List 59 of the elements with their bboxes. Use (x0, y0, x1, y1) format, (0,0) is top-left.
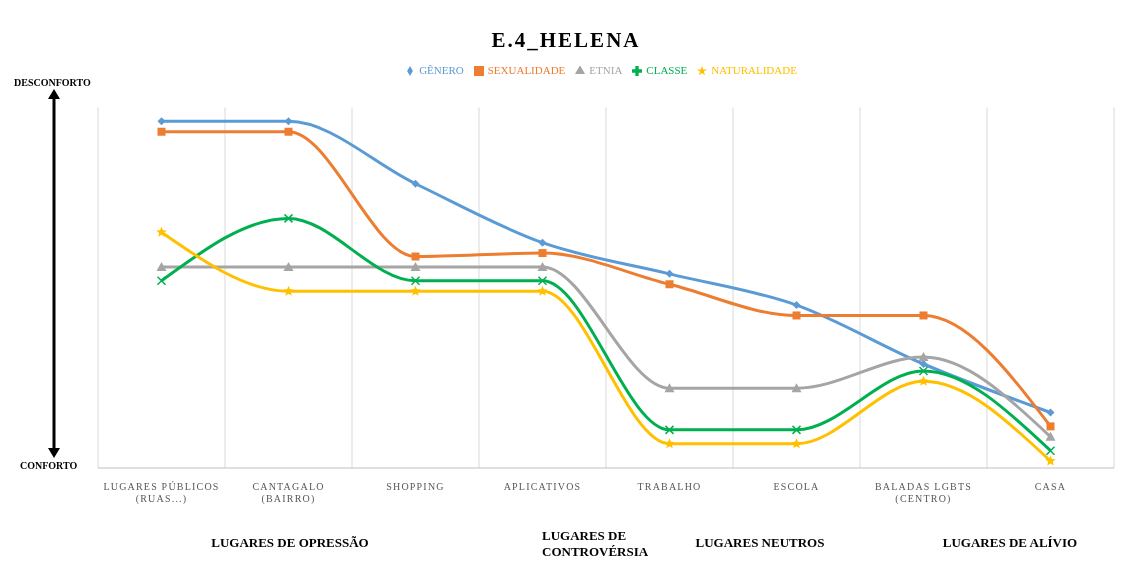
point (664, 383, 675, 393)
point (410, 276, 421, 286)
point (156, 261, 167, 271)
point (538, 249, 547, 258)
point (284, 127, 293, 136)
legend-label: NATURALIDADE (711, 64, 797, 76)
text: LUGARES DE ALÍVIO (941, 535, 1079, 551)
point (1045, 455, 1056, 466)
point (665, 269, 674, 278)
point (157, 127, 166, 136)
point (156, 226, 167, 237)
point (537, 261, 548, 271)
x-tick-label: SHOPPING (386, 481, 445, 492)
text: LUGARES NEUTROS (694, 535, 826, 551)
x-tick-label: APLICATIVOS (503, 481, 582, 492)
x-tick-label: CANTAGALO (BAIRRO) (252, 481, 325, 505)
point (410, 261, 421, 271)
point (919, 311, 928, 320)
point (918, 366, 929, 376)
point (537, 276, 548, 286)
point (1045, 445, 1056, 456)
point (1045, 431, 1056, 441)
point (537, 285, 548, 296)
point (411, 179, 420, 188)
point (665, 280, 674, 289)
legend-label: CLASSE (646, 64, 688, 76)
text: DESCONFORTO (14, 77, 91, 88)
point (538, 238, 547, 247)
point (792, 311, 801, 320)
x-tick-label: BALADAS LGBTS (CENTRO) (875, 481, 972, 505)
x-tick-label: TRABALHO (637, 481, 702, 492)
text: LUGARES DE CONTROVÉRSIA (542, 528, 650, 560)
point (1046, 408, 1055, 417)
point (918, 352, 929, 362)
point (664, 425, 675, 435)
point (411, 252, 420, 261)
point (664, 438, 675, 449)
point (283, 261, 294, 271)
point (791, 383, 802, 393)
point (410, 285, 421, 296)
point (283, 285, 294, 296)
x-tick-label: CASA (1034, 481, 1067, 492)
point (156, 276, 167, 286)
point (1046, 422, 1055, 431)
legend-label: ETNIA (589, 64, 623, 76)
legend-label: SEXUALIDADE (487, 64, 566, 76)
x-tick-label: LUGARES PÚBLICOS (RUAS...) (103, 481, 220, 505)
text: LUGARES DE OPRESSÃO (210, 535, 370, 551)
legend-label: GÊNERO (419, 64, 464, 76)
point (919, 360, 928, 368)
point (283, 213, 294, 224)
point (791, 438, 802, 449)
point (791, 425, 802, 435)
chart-title: E.4_HELENA (490, 28, 642, 53)
point (157, 117, 166, 126)
point (792, 301, 801, 310)
point (918, 375, 929, 386)
x-tick-label: ESCOLA (773, 481, 820, 492)
text: CONFORTO (20, 460, 78, 471)
